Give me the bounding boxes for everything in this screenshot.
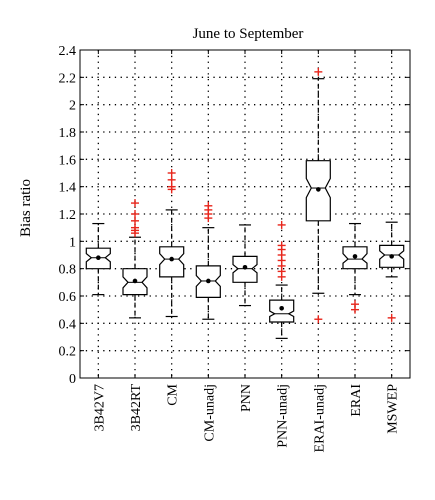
boxes-group [85, 67, 405, 339]
box-ERAI-unadj [305, 67, 331, 324]
outlier-marker [167, 169, 176, 177]
x-tick-label: ERAI-unadj [312, 384, 327, 452]
x-tick-label: PNN-unadj [276, 384, 291, 448]
chart-title: June to September [193, 26, 304, 42]
y-tick-label: 2.4 [59, 44, 77, 59]
mean-dot [316, 187, 321, 192]
outlier-marker [131, 216, 139, 225]
y-tick-label: 1.4 [59, 181, 77, 196]
notched-box [269, 299, 295, 323]
box-PNN [232, 224, 258, 307]
outlier-marker [131, 223, 139, 232]
gridlines [80, 50, 410, 378]
y-tick-label: 1.2 [59, 208, 77, 223]
y-tick-label: 1 [69, 235, 76, 250]
outlier-marker [131, 199, 139, 208]
x-tick-label: PNN [239, 384, 254, 412]
x-tick-label: CM-unadj [202, 384, 217, 442]
box-3B42RT [122, 199, 148, 319]
box-3B42V7 [85, 222, 111, 296]
y-tick-label: 0.6 [59, 290, 77, 305]
y-tick-label: 2.2 [59, 71, 77, 86]
y-tick-label: 1.6 [59, 153, 77, 168]
mean-dot [169, 256, 174, 262]
y-axis-label: Bias ratio [18, 179, 34, 237]
axis-ticks: 0 0.2 0.4 0.6 0.8 1 1.2 1.4 1.6 1.8 2 2.2 2.4 3B42V7 3… [59, 44, 410, 452]
y-tick-label: 0.2 [59, 345, 77, 360]
mean-dot [206, 278, 211, 284]
mean-dot [279, 306, 284, 311]
mean-dot [96, 255, 101, 261]
box-MSWEP [379, 221, 405, 322]
outlier-marker [167, 175, 176, 184]
notched-box [159, 246, 185, 278]
mean-dot [389, 254, 394, 259]
y-tick-label: 2 [69, 99, 76, 114]
y-tick-label: 0 [69, 372, 76, 387]
x-tick-label: 3B42RT [129, 384, 144, 432]
outlier-marker [277, 220, 286, 229]
outlier-marker [351, 300, 359, 309]
outlier-marker [387, 313, 396, 322]
outlier-marker [277, 241, 286, 250]
box-CM-unadj [195, 201, 221, 320]
mean-dot [132, 278, 138, 284]
mean-dot [352, 254, 358, 259]
y-tick-label: 0.8 [59, 263, 77, 278]
x-tick-label: ERAI [349, 384, 364, 417]
box-ERAI [342, 222, 368, 314]
x-tick-label: 3B42V7 [92, 384, 107, 431]
outlier-marker [314, 315, 323, 324]
mean-dot [242, 265, 248, 270]
x-tick-label: MSWEP [386, 384, 401, 434]
outlier-marker [204, 201, 213, 210]
y-tick-label: 1.8 [59, 126, 77, 141]
outlier-marker [131, 210, 139, 218]
outlier-marker [167, 182, 176, 191]
y-tick-label: 0.4 [59, 317, 77, 332]
outlier-marker [314, 67, 323, 76]
box-PNN-unadj [269, 220, 295, 339]
x-tick-label: CM [166, 383, 181, 405]
box-CM [159, 169, 185, 318]
